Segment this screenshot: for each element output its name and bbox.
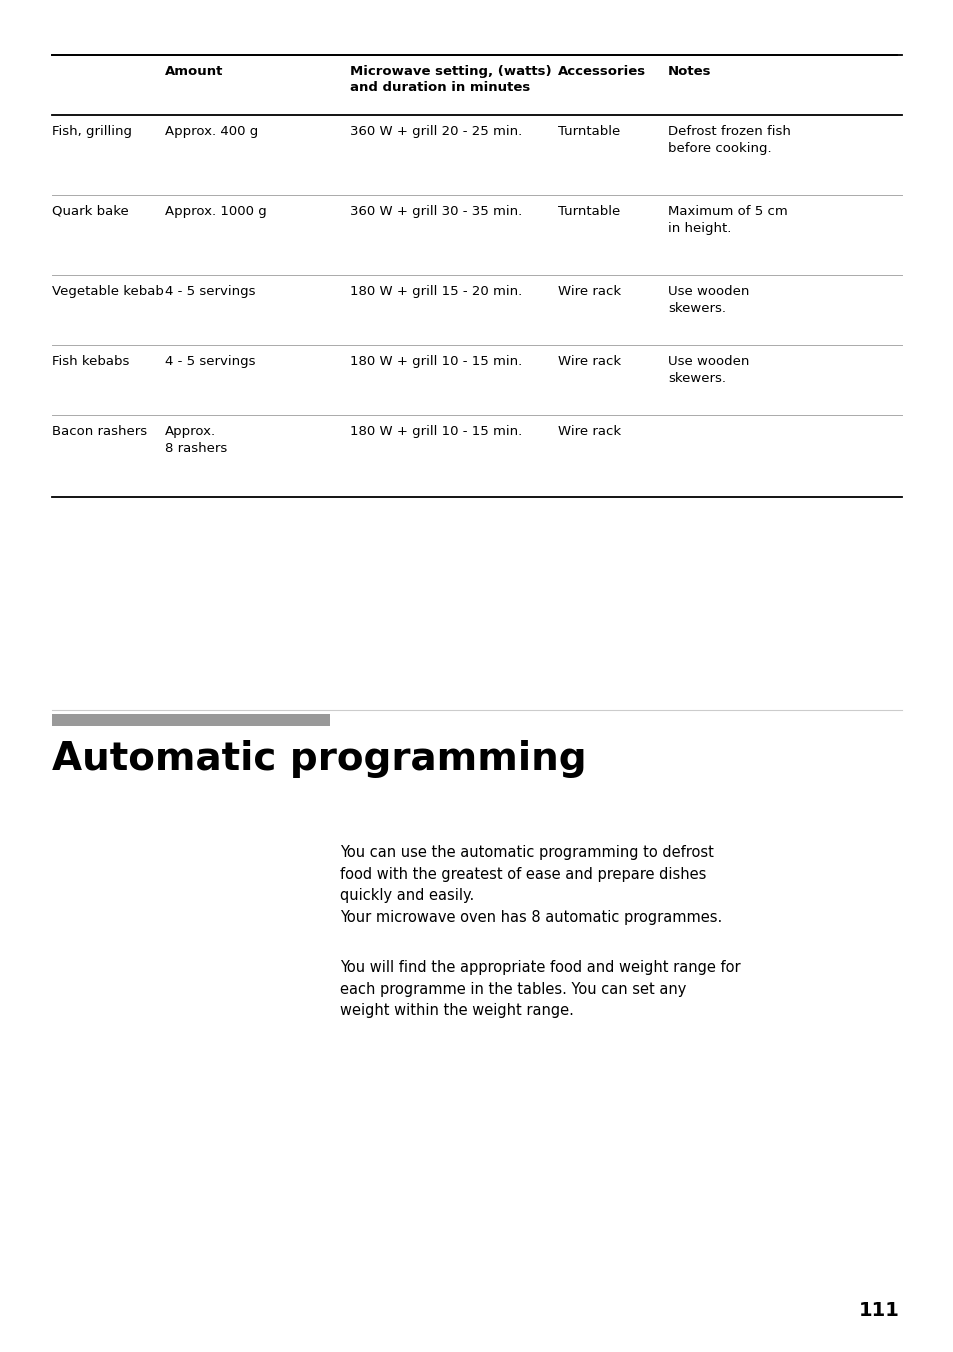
Text: Bacon rashers: Bacon rashers bbox=[52, 425, 147, 438]
Text: Use wooden
skewers.: Use wooden skewers. bbox=[667, 356, 749, 385]
Text: Amount: Amount bbox=[165, 65, 223, 78]
Text: 180 W + grill 10 - 15 min.: 180 W + grill 10 - 15 min. bbox=[350, 356, 521, 368]
Text: Turntable: Turntable bbox=[558, 206, 619, 218]
Text: You can use the automatic programming to defrost
food with the greatest of ease : You can use the automatic programming to… bbox=[339, 845, 721, 925]
Text: Approx.
8 rashers: Approx. 8 rashers bbox=[165, 425, 227, 456]
Text: Approx. 1000 g: Approx. 1000 g bbox=[165, 206, 267, 218]
Text: Wire rack: Wire rack bbox=[558, 425, 620, 438]
Text: Wire rack: Wire rack bbox=[558, 356, 620, 368]
Text: Vegetable kebab: Vegetable kebab bbox=[52, 285, 164, 297]
Text: 111: 111 bbox=[859, 1301, 899, 1320]
Text: Use wooden
skewers.: Use wooden skewers. bbox=[667, 285, 749, 315]
Text: Defrost frozen fish
before cooking.: Defrost frozen fish before cooking. bbox=[667, 124, 790, 155]
Text: Automatic programming: Automatic programming bbox=[52, 740, 586, 777]
Text: Notes: Notes bbox=[667, 65, 711, 78]
Text: Maximum of 5 cm
in height.: Maximum of 5 cm in height. bbox=[667, 206, 787, 235]
Text: Turntable: Turntable bbox=[558, 124, 619, 138]
Bar bbox=[52, 714, 330, 726]
Text: Fish kebabs: Fish kebabs bbox=[52, 356, 130, 368]
Text: Fish, grilling: Fish, grilling bbox=[52, 124, 132, 138]
Text: Microwave setting, (watts)
and duration in minutes: Microwave setting, (watts) and duration … bbox=[350, 65, 551, 95]
Text: You will find the appropriate food and weight range for
each programme in the ta: You will find the appropriate food and w… bbox=[339, 960, 740, 1018]
Text: 4 - 5 servings: 4 - 5 servings bbox=[165, 285, 255, 297]
Text: Wire rack: Wire rack bbox=[558, 285, 620, 297]
Text: Quark bake: Quark bake bbox=[52, 206, 129, 218]
Text: 180 W + grill 15 - 20 min.: 180 W + grill 15 - 20 min. bbox=[350, 285, 521, 297]
Text: 360 W + grill 20 - 25 min.: 360 W + grill 20 - 25 min. bbox=[350, 124, 521, 138]
Text: Approx. 400 g: Approx. 400 g bbox=[165, 124, 258, 138]
Text: 360 W + grill 30 - 35 min.: 360 W + grill 30 - 35 min. bbox=[350, 206, 521, 218]
Text: 180 W + grill 10 - 15 min.: 180 W + grill 10 - 15 min. bbox=[350, 425, 521, 438]
Text: 4 - 5 servings: 4 - 5 servings bbox=[165, 356, 255, 368]
Text: Accessories: Accessories bbox=[558, 65, 645, 78]
